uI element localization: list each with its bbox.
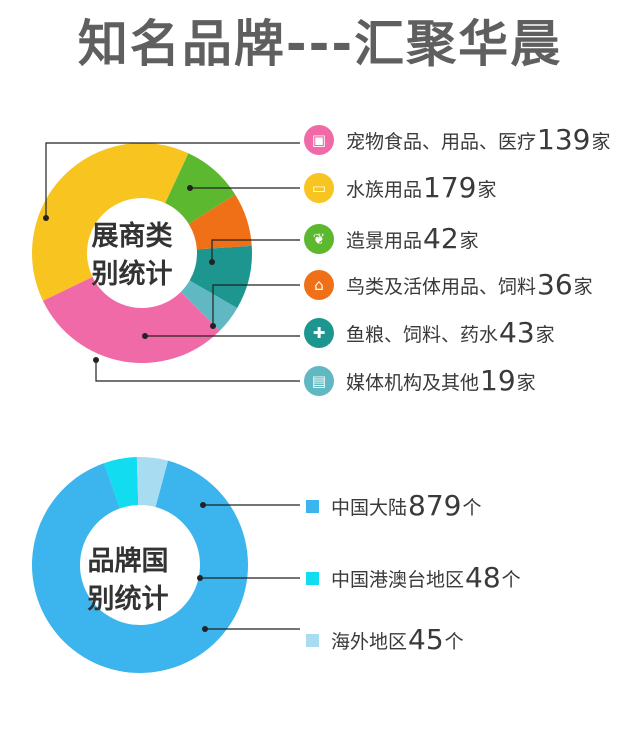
page-title: 知名品牌---汇聚华晨	[77, 15, 563, 73]
legend-unit: 个	[462, 496, 482, 519]
legend-item-mainland: 中国大陆 879 个	[306, 492, 481, 520]
legend-value: 139	[537, 123, 591, 156]
chart1-slice-5	[180, 280, 238, 331]
chart1-leader-dot-2	[209, 259, 215, 265]
chart2-slice-2	[136, 457, 168, 508]
medicine-jar-icon: ✚	[304, 318, 334, 348]
aquarium-icon: ▭	[304, 173, 334, 203]
chart1-slice-0	[42, 276, 220, 363]
legend-value: 43	[499, 316, 535, 349]
legend-unit: 家	[535, 323, 555, 346]
legend-label: 水族用品	[346, 178, 423, 201]
chart2-leader-dot-2	[202, 626, 208, 632]
legend-label: 宠物食品、用品、医疗	[346, 130, 537, 153]
legend-value: 42	[423, 222, 459, 255]
chart1-slice-1	[31, 142, 189, 301]
legend-label: 造景用品	[346, 229, 423, 252]
chart2-leader-dot-0	[200, 502, 206, 508]
legend-unit: 个	[501, 568, 521, 591]
legend-swatch	[306, 499, 319, 513]
legend-item-birds-live: ⌂ 鸟类及活体用品、饲料 36 家	[304, 270, 593, 300]
legend-unit: 家	[591, 130, 611, 153]
legend-label: 鱼粮、饲料、药水	[346, 323, 499, 346]
chart1-leader-line-3	[212, 284, 300, 326]
legend-label: 中国大陆	[331, 496, 408, 519]
legend-label: 中国港澳台地区	[331, 568, 465, 591]
legend-value: 36	[537, 268, 573, 301]
legend-value: 179	[423, 171, 477, 204]
legend-item-pet-supplies: ▣ 宠物食品、用品、医疗 139 家	[304, 125, 610, 155]
chart2-leader-dot-1	[197, 575, 203, 581]
legend-item-media: ▤ 媒体机构及其他 19 家	[304, 366, 536, 396]
legend-swatch	[306, 571, 319, 585]
legend-item-fish-food: ✚ 鱼粮、饲料、药水 43 家	[304, 318, 555, 348]
chart2-slice-1	[104, 457, 139, 509]
house-icon: ⌂	[304, 270, 334, 300]
legend-unit: 家	[516, 371, 536, 394]
chart1-leader-dot-4	[142, 333, 148, 339]
legend-item-hk-macau-tw: 中国港澳台地区 48 个	[306, 564, 521, 592]
chart1-slice-3	[188, 194, 252, 250]
chart2-center-label: 品牌国 别统计	[78, 543, 178, 619]
chart2-slice-0	[31, 460, 249, 674]
chart1-center-line2: 别统计	[91, 259, 173, 290]
chart1-leader-dot-0	[43, 215, 49, 221]
legend-value: 45	[408, 623, 444, 656]
legend-unit: 家	[459, 229, 479, 252]
chart1-leader-line-2	[211, 239, 300, 262]
chart1-center-line1: 展商类	[91, 221, 173, 252]
chart1-leader-dot-5	[93, 357, 99, 363]
chart1-center-label: 展商类 别统计	[82, 218, 182, 294]
legend-unit: 家	[573, 275, 593, 298]
legend-value: 879	[408, 489, 462, 522]
legend-label: 鸟类及活体用品、饲料	[346, 275, 537, 298]
chart2-center-line2: 别统计	[87, 584, 169, 615]
legend-unit: 家	[477, 178, 497, 201]
chart2-center-line1: 品牌国	[87, 546, 169, 577]
chart1-leader-line-5	[95, 360, 300, 382]
legend-swatch	[306, 633, 319, 647]
legend-label: 海外地区	[331, 630, 408, 653]
legend-value: 19	[480, 364, 516, 397]
legend-item-aquascape: ❦ 造景用品 42 家	[304, 224, 479, 254]
leaf-icon: ❦	[304, 224, 334, 254]
pet-bag-icon: ▣	[304, 125, 334, 155]
legend-label: 媒体机构及其他	[346, 371, 480, 394]
media-icon: ▤	[304, 366, 334, 396]
chart1-leader-line-0	[45, 142, 300, 218]
legend-item-aquarium: ▭ 水族用品 179 家	[304, 173, 496, 203]
legend-value: 48	[465, 561, 501, 594]
chart1-leader-dot-1	[187, 185, 193, 191]
chart1-slice-4	[189, 245, 253, 309]
chart1-leader-dot-3	[210, 323, 216, 329]
legend-item-overseas: 海外地区 45 个	[306, 626, 464, 654]
legend-unit: 个	[444, 630, 464, 653]
